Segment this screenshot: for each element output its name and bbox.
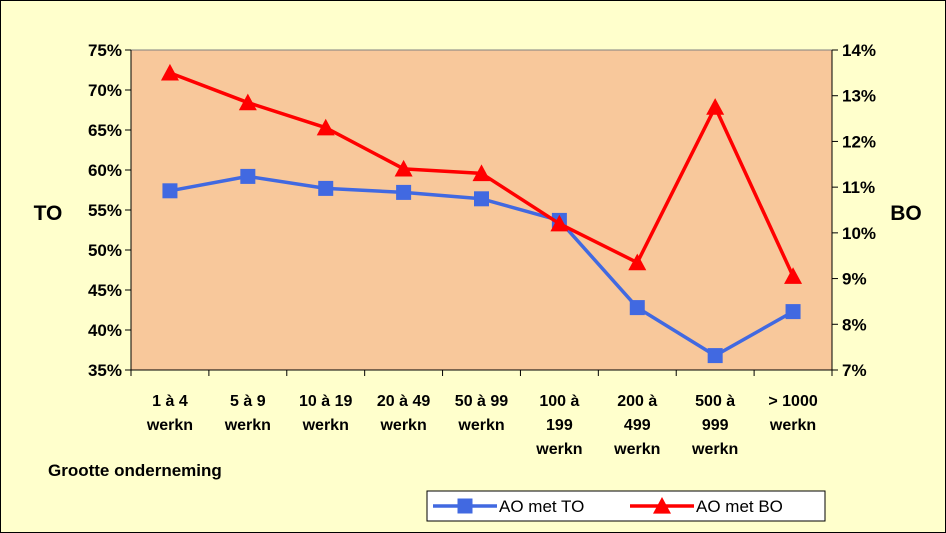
- data-point: [318, 180, 334, 196]
- data-point: [628, 253, 647, 271]
- x-tick-label: 5 à 9 werkn: [224, 393, 271, 434]
- left-tick-label: 65%: [88, 121, 122, 140]
- x-tick-label-line: werkn: [691, 441, 738, 458]
- data-point: [160, 63, 179, 81]
- left-tick-label: 40%: [88, 321, 122, 340]
- data-point: [162, 183, 178, 199]
- x-tick-label-line: 50 à 99: [455, 393, 508, 410]
- data-point: [629, 300, 645, 316]
- x-tick-label-line: werkn: [302, 417, 349, 434]
- x-axis-ticks: 1 à 4 werkn 5 à 9 werkn 10 à 19 werkn 20 à 49 w…: [130, 370, 833, 458]
- series-ao-met-bo: [160, 63, 803, 284]
- left-tick-label: 50%: [88, 241, 122, 260]
- x-tick-label-line: werkn: [146, 417, 193, 434]
- x-tick-label: 50 à 99 werkn: [455, 393, 508, 434]
- x-tick-label-line: > 1000: [768, 393, 817, 410]
- x-tick-label: 500 à 999 werkn: [691, 393, 738, 458]
- legend-item: AO met BO: [630, 497, 783, 516]
- x-tick-label-line: werkn: [224, 417, 271, 434]
- x-tick-label-line: 200 à: [617, 393, 657, 410]
- x-tick-label: 1 à 4 werkn: [146, 393, 193, 434]
- legend-label: AO met BO: [696, 497, 783, 516]
- legend: AO met TO AO met BO: [426, 490, 826, 522]
- data-point: [707, 348, 723, 364]
- left-tick-label: 60%: [88, 161, 122, 180]
- left-tick-label: 35%: [88, 361, 122, 380]
- right-tick-label: 14%: [842, 41, 876, 60]
- x-tick-label-line: werkn: [379, 417, 426, 434]
- x-tick-label-line: 500 à: [695, 393, 735, 410]
- data-point: [316, 118, 335, 136]
- x-tick-label-line: werkn: [613, 441, 660, 458]
- series-ao-met-to: [162, 168, 801, 364]
- data-point: [472, 164, 491, 182]
- legend-label: AO met TO: [499, 497, 584, 516]
- right-tick-label: 13%: [842, 87, 876, 106]
- right-axis-title: BO: [890, 202, 922, 225]
- data-point: [785, 304, 801, 320]
- x-tick-label-line: 5 à 9: [230, 393, 266, 410]
- data-point: [394, 159, 413, 177]
- x-tick-label-line: 20 à 49: [377, 393, 430, 410]
- left-tick-label: 45%: [88, 281, 122, 300]
- x-axis-title: Grootte onderneming: [48, 461, 222, 480]
- x-tick-label-line: 10 à 19: [299, 393, 352, 410]
- x-tick-label-line: werkn: [769, 417, 816, 434]
- x-tick-label-line: 999: [702, 417, 729, 434]
- right-tick-label: 12%: [842, 132, 876, 151]
- data-point: [550, 214, 569, 232]
- legend-item: AO met TO: [433, 497, 584, 516]
- x-tick-label: 20 à 49 werkn: [377, 393, 430, 434]
- data-point: [457, 498, 473, 514]
- left-tick-label: 55%: [88, 201, 122, 220]
- x-tick-label: 10 à 19 werkn: [299, 393, 352, 434]
- x-tick-label: 100 à 199 werkn: [535, 393, 582, 458]
- x-tick-label-line: werkn: [457, 417, 504, 434]
- x-tick-label-line: 1 à 4: [152, 393, 188, 410]
- data-point: [396, 184, 412, 200]
- x-tick-label: 200 à 499 werkn: [613, 393, 660, 458]
- right-tick-label: 7%: [842, 361, 867, 380]
- right-tick-label: 11%: [842, 178, 875, 197]
- right-tick-label: 8%: [842, 315, 867, 334]
- x-tick-label: > 1000 werkn: [768, 393, 817, 434]
- data-point: [706, 98, 725, 115]
- data-point: [240, 168, 256, 184]
- right-axis-ticks: 7% 8% 9% 10% 11% 12% 13% 14%: [832, 41, 876, 380]
- x-tick-label-line: 199: [546, 417, 573, 434]
- data-point: [653, 497, 671, 514]
- series: [160, 63, 803, 364]
- x-tick-label-line: 100 à: [539, 393, 579, 410]
- data-point: [784, 267, 803, 284]
- right-tick-label: 9%: [842, 270, 867, 289]
- right-tick-label: 10%: [842, 224, 876, 243]
- data-point: [238, 93, 257, 111]
- left-tick-label: 70%: [88, 81, 122, 100]
- x-tick-label-line: werkn: [535, 441, 582, 458]
- left-axis-ticks: 35% 40% 45% 50% 55% 60% 65% 70% 75%: [88, 41, 131, 380]
- left-axis-title: TO: [34, 202, 63, 225]
- left-tick-label: 75%: [88, 41, 122, 60]
- data-point: [474, 191, 489, 207]
- x-tick-label-line: 499: [624, 417, 651, 434]
